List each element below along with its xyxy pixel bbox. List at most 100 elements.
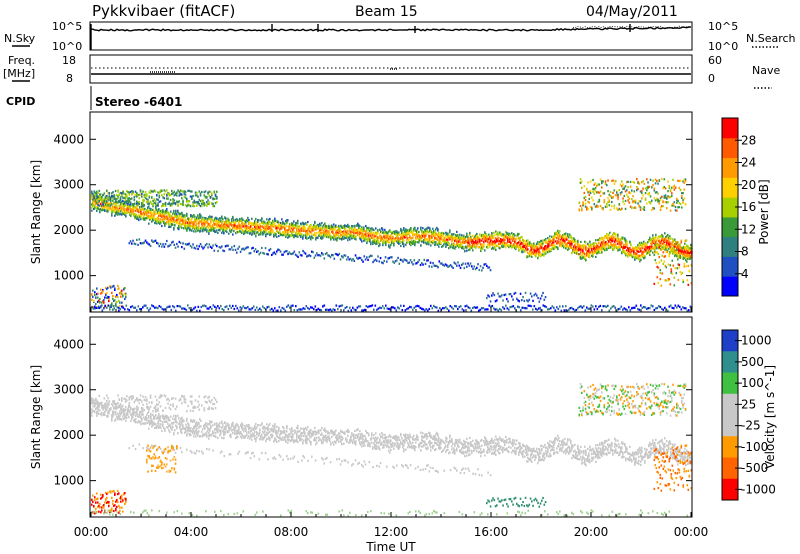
echo-cell (182, 201, 184, 204)
echo-cell (188, 223, 190, 226)
echo-cell (440, 233, 442, 236)
echo-cell (464, 249, 466, 253)
echo-cell (647, 193, 649, 196)
echo-cell (401, 232, 403, 235)
echo-cell (365, 237, 367, 240)
echo-cell (591, 196, 593, 199)
echo-cell (588, 201, 591, 204)
echo-cell (261, 217, 263, 221)
echo-cell (166, 221, 168, 224)
echo-cell (312, 228, 314, 232)
echo-cell (353, 229, 355, 233)
echo-cell (293, 236, 295, 239)
echo-cell (262, 221, 264, 225)
echo-cell (553, 238, 555, 242)
echo-cell (397, 234, 399, 237)
echo-cell (287, 231, 289, 234)
echo-cell (666, 243, 668, 246)
echo-cell (521, 235, 523, 239)
echo-cell (622, 200, 624, 203)
echo-cell (647, 185, 649, 188)
noise-panel: N.Sky 10^5 10^0 10^5 10^0 N.Search (4, 20, 796, 53)
echo-cell (526, 255, 528, 258)
echo-cell (344, 226, 346, 229)
echo-cell (312, 236, 314, 240)
echo-cell (313, 226, 315, 230)
echo-cell (674, 243, 676, 246)
echo-cell (457, 242, 459, 245)
echo-cell (171, 219, 173, 222)
echo-cell (224, 223, 226, 226)
echo-cell (283, 226, 285, 229)
echo-cell (591, 249, 593, 252)
echo-cell (375, 242, 377, 246)
echo-cell (634, 248, 636, 251)
echo-cell (187, 217, 189, 220)
echo-cell (187, 225, 189, 228)
echo-cell (673, 184, 676, 187)
echo-cell (303, 222, 305, 225)
echo-cell (179, 212, 181, 215)
echo-cell (518, 232, 520, 236)
echo-cell (129, 190, 132, 194)
echo-cell (466, 232, 468, 235)
echo-cell (117, 212, 119, 216)
echo-cell (321, 228, 323, 231)
echo-cell (616, 191, 618, 194)
echo-cell (591, 254, 593, 257)
echo-cell (130, 204, 132, 208)
echo-cell (575, 250, 577, 253)
echo-cell (607, 189, 609, 193)
echo-cell (114, 204, 117, 207)
echo-cell (527, 240, 529, 243)
echo-cell (269, 217, 271, 221)
echo-cell (282, 234, 284, 237)
echo-cell (199, 213, 201, 216)
echo-cell (148, 209, 150, 213)
echo-cell (306, 223, 308, 226)
echo-cell (505, 235, 507, 238)
echo-cell (380, 239, 382, 243)
echo-cell (195, 230, 197, 233)
echo-cell (637, 187, 639, 191)
echo-cell (103, 197, 106, 201)
echo-cell (604, 182, 607, 185)
echo-cell (592, 187, 594, 191)
echo-cell (595, 250, 597, 253)
echo-cell (485, 234, 487, 237)
echo-cell (148, 195, 151, 198)
echo-cell (575, 246, 577, 249)
echo-cell (333, 238, 335, 241)
echo-cell (514, 247, 516, 250)
echo-cell (177, 203, 179, 206)
echo-cell (342, 226, 344, 229)
echo-cell (584, 254, 586, 258)
echo-cell (627, 186, 629, 189)
echo-cell (268, 227, 270, 230)
echo-cell (161, 194, 163, 197)
echo-cell (407, 237, 409, 240)
echo-cell (385, 231, 387, 234)
echo-cell (314, 231, 316, 235)
echo-cell (154, 202, 157, 205)
echo-cell (596, 184, 598, 187)
echo-cell (269, 232, 271, 235)
echo-cell (589, 244, 591, 247)
echo-cell (422, 227, 424, 230)
echo-cell (634, 258, 636, 261)
echo-cell (221, 221, 223, 224)
echo-cell (466, 240, 468, 243)
echo-cell (202, 223, 204, 226)
echo-cell (651, 247, 653, 250)
echo-cell (445, 231, 447, 234)
echo-cell (286, 219, 288, 222)
echo-cell (659, 242, 661, 245)
echo-cell (624, 207, 627, 211)
echo-cell (575, 242, 577, 245)
echo-cell (443, 240, 445, 243)
echo-cell (349, 238, 351, 241)
echo-cell (316, 236, 318, 239)
echo-cell (119, 196, 122, 199)
echo-cell (447, 236, 449, 239)
echo-cell (97, 191, 99, 195)
